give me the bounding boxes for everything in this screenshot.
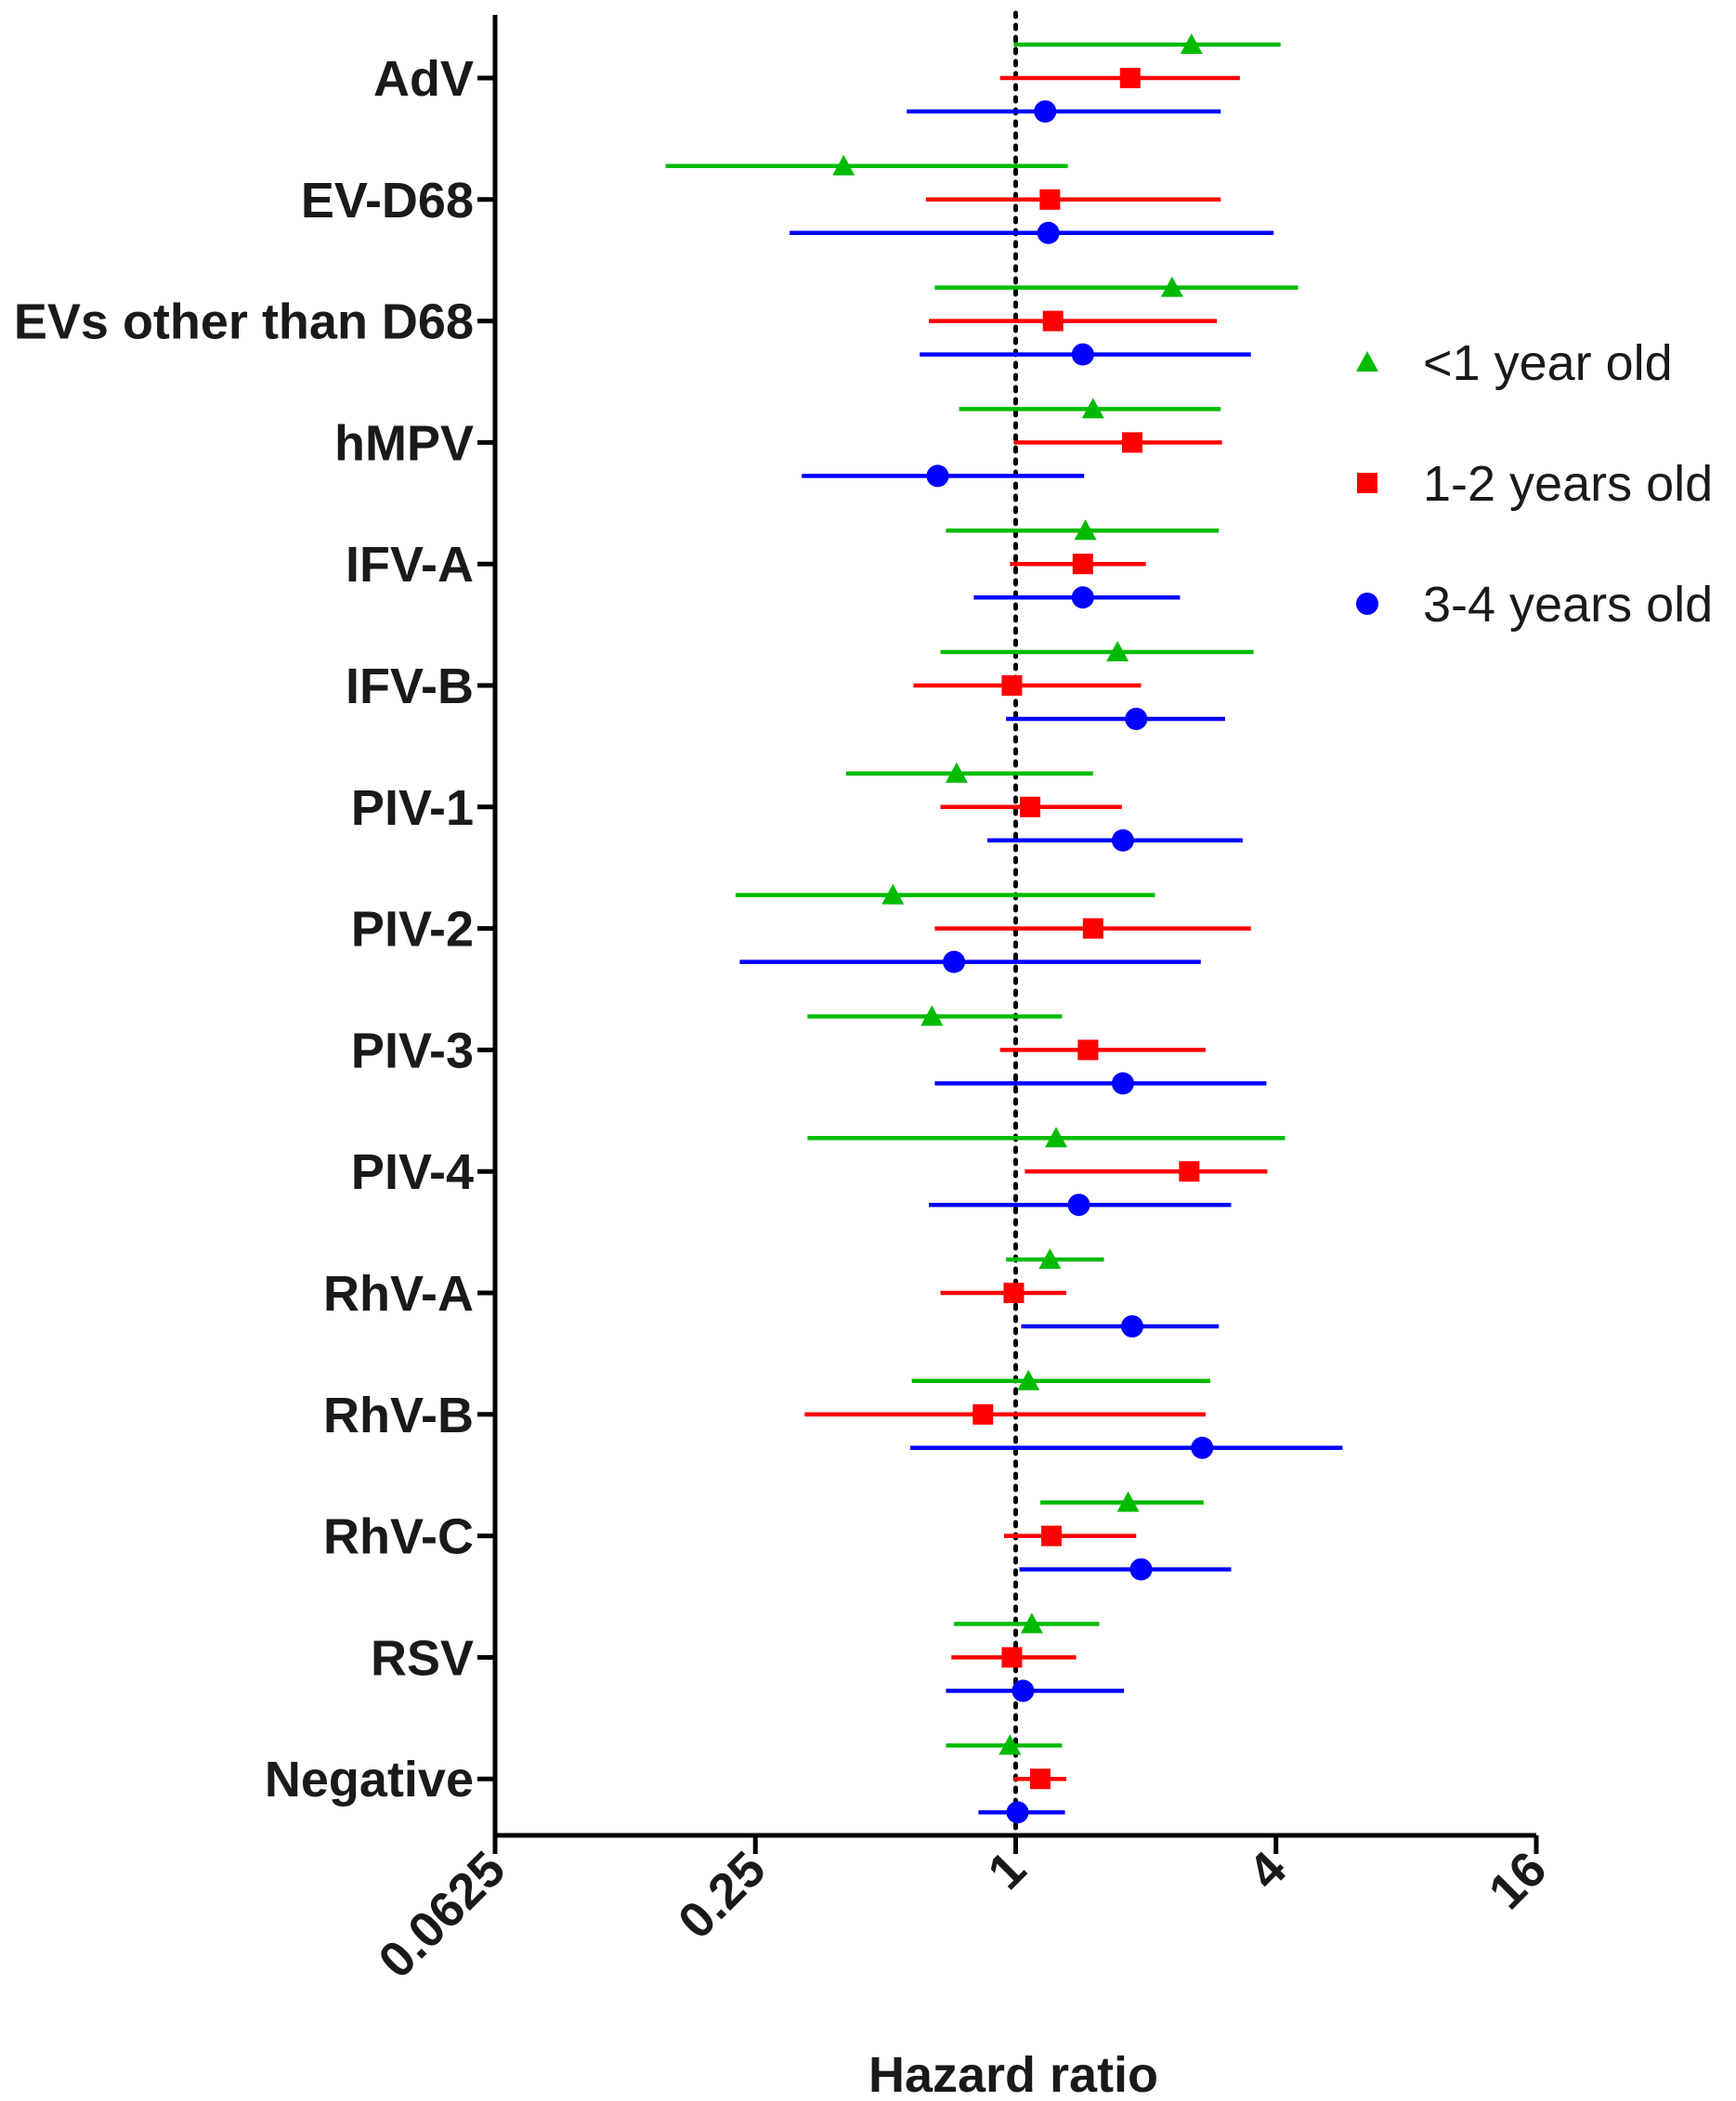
point-estimate <box>926 464 949 488</box>
labels: AdV EV-D68 EVs other than D68 hMPV IFV-A IFV-… <box>14 51 1558 1989</box>
category-label: RSV <box>371 1630 474 1686</box>
legend: <1 year old 1-2 years old 3-4 years old <box>1356 335 1713 633</box>
point-estimate <box>1116 1491 1140 1512</box>
x-tick-label: 1 <box>977 1841 1037 1900</box>
point-estimate <box>1038 1248 1062 1269</box>
x-tick-label: 16 <box>1479 1841 1558 1920</box>
legend-item: 3-4 years old <box>1356 577 1713 633</box>
legend-label: 3-4 years old <box>1423 577 1713 633</box>
category-label: RhV-A <box>323 1266 474 1322</box>
point-estimate <box>1067 1194 1090 1217</box>
x-axis-title: Hazard ratio <box>868 2047 1158 2101</box>
plot-area <box>665 10 1343 1836</box>
point-estimate <box>1017 1369 1040 1390</box>
legend-label: <1 year old <box>1423 335 1673 391</box>
point-estimate <box>1160 276 1183 297</box>
category-label: PIV-1 <box>351 780 474 836</box>
point-estimate <box>920 1005 944 1026</box>
point-estimate <box>1012 1679 1035 1703</box>
category-label: hMPV <box>334 415 474 471</box>
point-estimate <box>943 950 966 973</box>
legend-label: 1-2 years old <box>1423 456 1713 512</box>
point-estimate <box>1071 586 1094 609</box>
category-label: IFV-B <box>346 659 474 714</box>
point-estimate <box>1071 343 1094 366</box>
category-label: IFV-A <box>346 537 474 593</box>
point-estimate <box>1041 1525 1063 1546</box>
point-estimate <box>1042 310 1064 332</box>
point-estimate <box>1125 708 1148 730</box>
point-estimate <box>1121 432 1142 453</box>
point-estimate <box>1082 918 1103 939</box>
point-estimate <box>1072 554 1093 575</box>
category-label: EV-D68 <box>301 173 474 228</box>
point-estimate <box>1037 221 1060 244</box>
x-tick-label: 4 <box>1238 1841 1298 1900</box>
category-label: RhV-C <box>323 1509 474 1565</box>
point-estimate <box>1044 1127 1067 1148</box>
point-estimate <box>1020 796 1041 817</box>
point-estimate <box>1111 1072 1134 1095</box>
legend-item: 1-2 years old <box>1357 456 1713 512</box>
category-label: PIV-4 <box>351 1144 474 1200</box>
point-estimate <box>1106 641 1129 661</box>
category-label: PIV-2 <box>351 902 474 958</box>
point-estimate <box>1191 1436 1214 1459</box>
point-estimate <box>1029 1768 1051 1790</box>
point-estimate <box>1119 68 1141 88</box>
point-estimate <box>1003 1283 1025 1303</box>
legend-marker <box>1357 473 1377 493</box>
category-label: Negative <box>265 1752 474 1807</box>
point-estimate <box>1006 1801 1029 1824</box>
point-estimate <box>1077 1039 1099 1061</box>
point-estimate <box>1120 1315 1143 1338</box>
point-estimate <box>881 883 905 905</box>
point-estimate <box>1081 398 1104 419</box>
x-tick-label: 0.25 <box>668 1841 777 1950</box>
legend-marker <box>1356 351 1378 372</box>
category-label: RhV-B <box>323 1388 474 1443</box>
point-estimate <box>1129 1558 1153 1581</box>
legend-item: <1 year old <box>1356 335 1673 391</box>
category-label: EVs other than D68 <box>14 294 474 350</box>
category-label: PIV-3 <box>351 1023 474 1078</box>
point-estimate <box>1001 675 1023 696</box>
point-estimate <box>972 1403 994 1425</box>
point-estimate <box>945 762 968 783</box>
axes <box>477 15 1539 1854</box>
point-estimate <box>1180 33 1203 54</box>
legend-marker <box>1356 593 1378 615</box>
category-label: AdV <box>373 51 474 107</box>
point-estimate <box>1020 1612 1043 1634</box>
point-estimate <box>999 1734 1022 1755</box>
point-estimate <box>832 154 855 176</box>
point-estimate <box>1001 1647 1023 1668</box>
point-estimate <box>1111 829 1134 852</box>
point-estimate <box>1179 1161 1200 1182</box>
point-estimate <box>1034 100 1057 123</box>
x-tick-label: 0.0625 <box>368 1841 516 1989</box>
point-estimate <box>1039 189 1061 210</box>
point-estimate <box>1074 519 1097 541</box>
